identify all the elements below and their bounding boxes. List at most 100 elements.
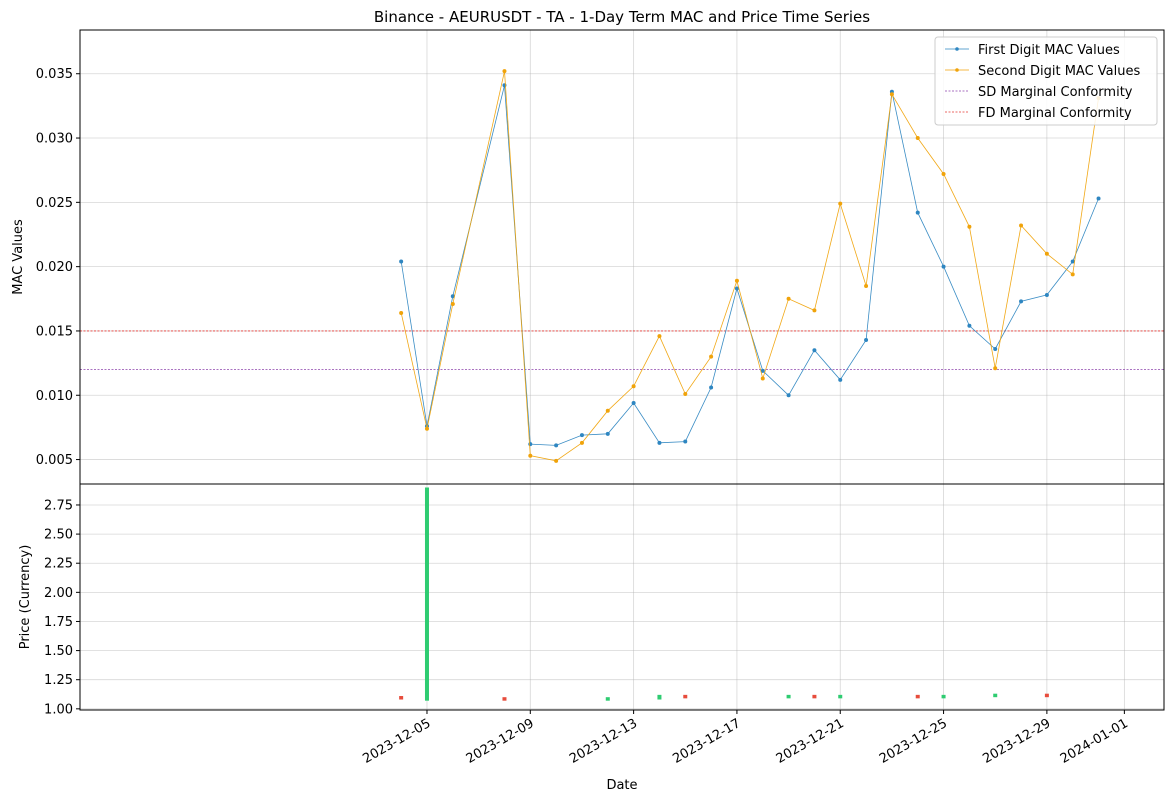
first-digit-mac-point	[1096, 196, 1101, 201]
second-digit-mac-point	[631, 384, 636, 389]
price-y-tick-label: 1.50	[44, 644, 73, 659]
second-digit-mac-point	[657, 334, 662, 339]
second-digit-mac-point	[838, 201, 843, 206]
price-y-tick-label: 2.75	[44, 498, 73, 513]
date-x-axis: 2023-12-05 2023-12-09 2023-12-13 2023-12-17…	[360, 710, 1131, 767]
first-digit-mac-point	[864, 337, 869, 342]
mac-y-tick-label: 0.025	[36, 196, 73, 211]
first-digit-mac-point	[450, 294, 455, 299]
mac-conformity-lines	[80, 330, 1164, 370]
first-digit-mac-point	[709, 385, 714, 390]
mac-y-tick-label: 0.005	[36, 453, 73, 468]
mac-series	[399, 69, 1101, 463]
x-tick-label: 2023-12-21	[774, 716, 847, 767]
second-digit-mac-point	[993, 366, 998, 371]
price-y-tick-label: 2.50	[44, 528, 73, 543]
legend-second-digit-marker	[955, 68, 959, 72]
price-bar-down	[399, 696, 404, 700]
price-bar-up	[941, 694, 946, 699]
second-digit-mac-point	[709, 354, 714, 359]
second-digit-mac-point	[734, 278, 739, 283]
mac-y-tick-label: 0.035	[36, 67, 73, 82]
price-bar-up	[993, 693, 998, 698]
first-digit-mac-point	[1070, 259, 1075, 264]
first-digit-mac-point	[657, 440, 662, 445]
x-tick-label: 2023-12-05	[360, 716, 433, 767]
second-digit-mac-point	[1019, 223, 1024, 228]
first-digit-mac-point	[812, 348, 817, 353]
first-digit-mac-point	[786, 393, 791, 398]
second-digit-mac-point	[915, 136, 920, 141]
price-bar-down	[683, 694, 688, 699]
price-bar-up	[424, 487, 429, 701]
x-tick-label: 2023-12-17	[670, 716, 743, 767]
x-tick-label: 2023-12-13	[567, 716, 640, 767]
first-digit-mac-point	[399, 259, 404, 264]
first-digit-mac-point	[1019, 299, 1024, 304]
first-digit-mac-point	[554, 443, 559, 448]
first-digit-mac-point	[915, 210, 920, 215]
first-digit-mac-point	[967, 323, 972, 328]
second-digit-mac-point	[864, 283, 869, 288]
first-digit-mac-point	[838, 377, 843, 382]
price-bar-up	[786, 694, 791, 699]
first-digit-mac-point	[941, 264, 946, 269]
second-digit-mac-point	[399, 310, 404, 315]
first-digit-mac-point	[993, 346, 998, 351]
second-digit-mac-point	[1044, 251, 1049, 256]
second-digit-mac-point	[786, 296, 791, 301]
price-bars	[399, 487, 1049, 701]
x-tick-label: 2023-12-09	[464, 716, 537, 767]
second-digit-mac-point	[528, 453, 533, 458]
second-digit-mac-point	[760, 376, 765, 381]
price-y-tick-label: 1.75	[44, 615, 73, 630]
second-digit-mac-point	[889, 92, 894, 97]
second-digit-mac-point	[502, 69, 507, 74]
x-tick-label: 2023-12-25	[877, 716, 950, 767]
price-bar-down	[1044, 693, 1049, 698]
price-bar-up	[838, 694, 843, 699]
first-digit-mac-point	[683, 439, 688, 444]
first-digit-mac-point	[631, 400, 636, 405]
first-digit-mac-point	[734, 286, 739, 291]
second-digit-mac-point	[605, 408, 610, 413]
first-digit-mac-point	[579, 433, 584, 438]
price-bar-down	[502, 697, 507, 701]
second-digit-mac-point	[554, 458, 559, 463]
first-digit-mac-point	[528, 442, 533, 447]
mac-y-tick-label: 0.030	[36, 132, 73, 147]
legend-fd-conformity-label: FD Marginal Conformity	[978, 106, 1132, 121]
mac-y-tick-label: 0.010	[36, 389, 73, 404]
second-digit-mac-point	[683, 391, 688, 396]
legend-first-digit-marker	[955, 47, 959, 51]
price-bar-down	[812, 694, 817, 699]
mac-y-axis-label: MAC Values	[11, 219, 26, 295]
legend-first-digit-label: First Digit MAC Values	[978, 43, 1120, 58]
price-y-tick-label: 1.00	[44, 702, 73, 717]
legend-second-digit-label: Second Digit MAC Values	[978, 64, 1140, 79]
price-y-axis: 1.00 1.25 1.50 1.75 2.00 2.25 2.50 2.75	[44, 498, 80, 717]
price-bar-up	[657, 694, 662, 700]
second-digit-mac-point	[1070, 272, 1075, 277]
second-digit-mac-line	[400, 71, 1099, 462]
legend-sd-conformity-label: SD Marginal Conformity	[978, 85, 1133, 100]
second-digit-mac-point	[941, 172, 946, 177]
second-digit-mac-point	[424, 426, 429, 431]
chart-title: Binance - AEURUSDT - TA - 1-Day Term MAC…	[374, 8, 870, 26]
price-y-tick-label: 1.25	[44, 673, 73, 688]
mac-y-tick-label: 0.020	[36, 260, 73, 275]
price-y-tick-label: 2.00	[44, 586, 73, 601]
first-digit-mac-line	[400, 85, 1099, 446]
legend-box	[934, 36, 1158, 126]
first-digit-mac-point	[760, 368, 765, 373]
price-bar-up	[605, 697, 610, 701]
price-y-tick-label: 2.25	[44, 557, 73, 572]
x-tick-label: 2023-12-29	[980, 716, 1053, 767]
second-digit-mac-point	[967, 224, 972, 229]
second-digit-mac-point	[579, 440, 584, 445]
price-bar-down	[915, 694, 920, 699]
second-digit-mac-point	[450, 301, 455, 306]
first-digit-mac-point	[605, 431, 610, 436]
x-tick-label: 2024-01-01	[1058, 716, 1131, 767]
